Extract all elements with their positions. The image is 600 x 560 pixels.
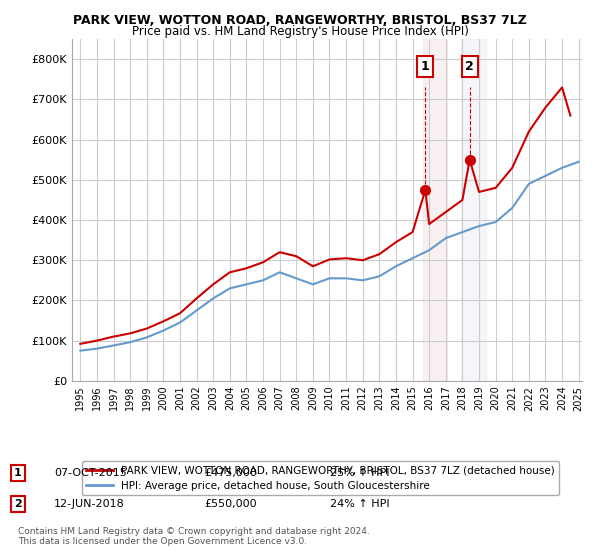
Text: £475,000: £475,000 bbox=[204, 468, 257, 478]
Text: 1: 1 bbox=[14, 468, 22, 478]
Text: 24% ↑ HPI: 24% ↑ HPI bbox=[330, 499, 389, 509]
Text: 07-OCT-2015: 07-OCT-2015 bbox=[54, 468, 127, 478]
Text: 1: 1 bbox=[421, 60, 430, 73]
Legend: PARK VIEW, WOTTON ROAD, RANGEWORTHY, BRISTOL, BS37 7LZ (detached house), HPI: Av: PARK VIEW, WOTTON ROAD, RANGEWORTHY, BRI… bbox=[82, 461, 559, 494]
Text: PARK VIEW, WOTTON ROAD, RANGEWORTHY, BRISTOL, BS37 7LZ: PARK VIEW, WOTTON ROAD, RANGEWORTHY, BRI… bbox=[73, 14, 527, 27]
Text: £550,000: £550,000 bbox=[204, 499, 257, 509]
Text: 25% ↑ HPI: 25% ↑ HPI bbox=[330, 468, 389, 478]
Text: 2: 2 bbox=[466, 60, 474, 73]
Bar bbox=[422, 39, 448, 381]
Text: 12-JUN-2018: 12-JUN-2018 bbox=[54, 499, 125, 509]
Bar bbox=[461, 39, 485, 381]
Text: Contains HM Land Registry data © Crown copyright and database right 2024.
This d: Contains HM Land Registry data © Crown c… bbox=[18, 526, 370, 546]
Text: 2: 2 bbox=[14, 499, 22, 509]
Text: Price paid vs. HM Land Registry's House Price Index (HPI): Price paid vs. HM Land Registry's House … bbox=[131, 25, 469, 38]
